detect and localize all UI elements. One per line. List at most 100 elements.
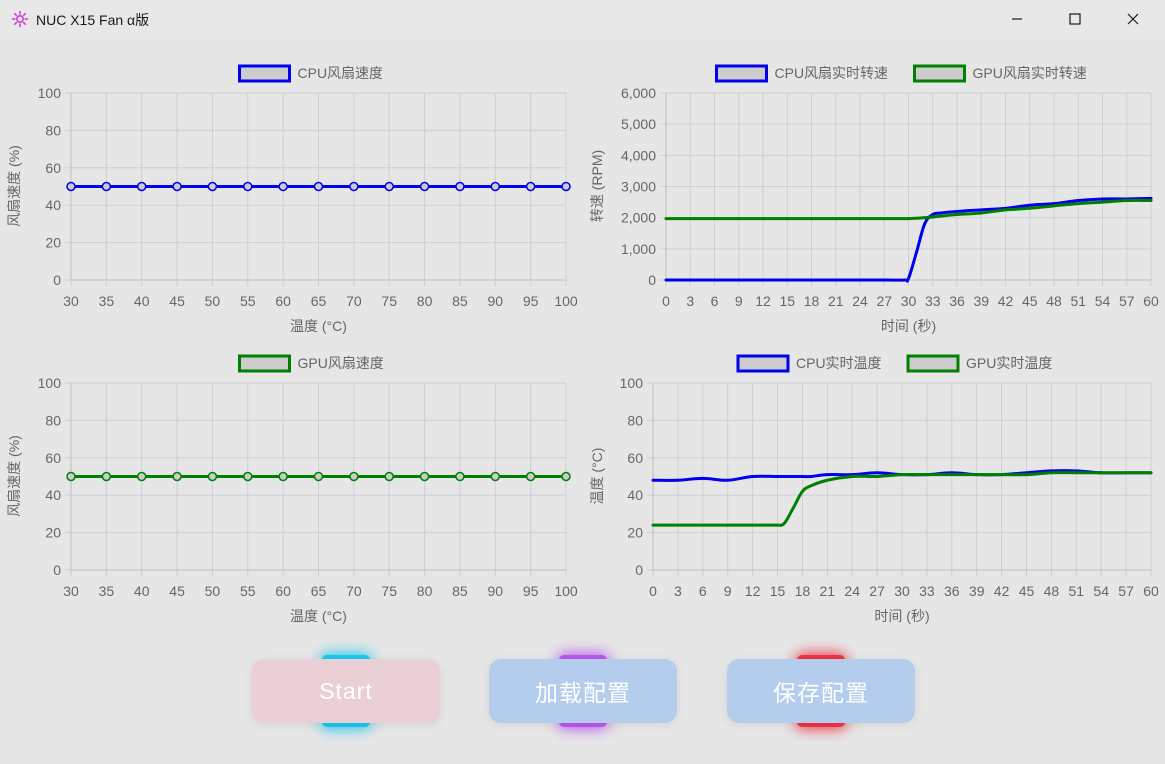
legend-label: CPU风扇实时转速 bbox=[775, 65, 889, 81]
x-tick-label: 36 bbox=[944, 583, 960, 599]
data-point bbox=[136, 471, 147, 482]
data-point bbox=[136, 181, 147, 192]
legend-label: GPU实时温度 bbox=[966, 355, 1052, 371]
y-tick-label: 40 bbox=[45, 487, 61, 503]
x-tick-label: 90 bbox=[487, 583, 503, 599]
y-tick-label: 60 bbox=[45, 160, 61, 176]
data-point bbox=[278, 471, 288, 482]
legend-swatch bbox=[906, 354, 960, 373]
x-tick-label: 33 bbox=[919, 583, 935, 599]
x-tick-label: 35 bbox=[99, 583, 115, 599]
legend-label: GPU风扇速度 bbox=[298, 355, 384, 371]
y-tick-label: 100 bbox=[38, 375, 62, 391]
x-tick-label: 9 bbox=[724, 583, 732, 599]
y-tick-label: 60 bbox=[45, 450, 61, 466]
x-tick-label: 65 bbox=[311, 293, 327, 309]
minimize-icon bbox=[1012, 18, 1022, 20]
series-line bbox=[664, 198, 1153, 221]
x-tick-label: 6 bbox=[711, 293, 719, 309]
series-line bbox=[664, 196, 1153, 283]
x-axis-title: 时间 (秒) bbox=[874, 608, 929, 624]
legend-swatch bbox=[238, 354, 291, 373]
x-tick-label: 75 bbox=[381, 583, 397, 599]
x-tick-label: 51 bbox=[1070, 293, 1086, 309]
data-point bbox=[490, 471, 501, 482]
x-tick-label: 27 bbox=[869, 583, 885, 599]
x-tick-label: 95 bbox=[523, 583, 539, 599]
data-point bbox=[525, 471, 536, 482]
save-config-button-group: 保存配置 bbox=[727, 653, 915, 729]
data-point bbox=[313, 181, 324, 192]
maximize-button[interactable] bbox=[1046, 0, 1104, 38]
data-point bbox=[313, 471, 324, 482]
x-tick-label: 60 bbox=[1143, 293, 1159, 309]
x-tick-label: 39 bbox=[969, 583, 985, 599]
data-point bbox=[561, 471, 571, 482]
y-tick-label: 1,000 bbox=[621, 241, 656, 257]
y-axis-title: 风扇速度 (%) bbox=[6, 435, 22, 517]
y-tick-label: 6,000 bbox=[621, 85, 656, 101]
legend-label: GPU风扇实时转速 bbox=[973, 65, 1087, 81]
load-config-button[interactable]: 加载配置 bbox=[489, 659, 677, 723]
minimize-button[interactable] bbox=[988, 0, 1046, 38]
legend-swatch bbox=[736, 354, 790, 373]
x-tick-label: 50 bbox=[205, 583, 221, 599]
x-tick-label: 27 bbox=[876, 293, 892, 309]
x-tick-label: 3 bbox=[686, 293, 694, 309]
x-tick-label: 36 bbox=[949, 293, 965, 309]
x-tick-label: 48 bbox=[1044, 583, 1060, 599]
x-tick-label: 85 bbox=[452, 293, 468, 309]
data-point bbox=[561, 181, 571, 192]
x-tick-label: 3 bbox=[674, 583, 682, 599]
x-tick-label: 21 bbox=[820, 583, 836, 599]
x-tick-label: 70 bbox=[346, 293, 362, 309]
x-tick-label: 33 bbox=[925, 293, 941, 309]
x-tick-label: 57 bbox=[1119, 293, 1135, 309]
x-tick-label: 60 bbox=[275, 583, 291, 599]
y-tick-label: 20 bbox=[627, 525, 643, 541]
x-tick-label: 6 bbox=[699, 583, 707, 599]
data-point bbox=[455, 181, 465, 192]
x-tick-label: 48 bbox=[1046, 293, 1062, 309]
y-tick-label: 0 bbox=[648, 272, 656, 288]
y-tick-label: 100 bbox=[38, 85, 62, 101]
x-axis-title: 温度 (°C) bbox=[290, 608, 347, 624]
x-axis-title: 时间 (秒) bbox=[881, 318, 936, 334]
x-tick-label: 45 bbox=[169, 293, 185, 309]
x-tick-label: 42 bbox=[998, 293, 1014, 309]
series-line bbox=[651, 471, 1153, 527]
x-tick-label: 80 bbox=[417, 293, 433, 309]
maximize-icon bbox=[1069, 13, 1081, 25]
x-tick-label: 65 bbox=[311, 583, 327, 599]
data-point bbox=[384, 181, 394, 192]
data-point bbox=[101, 471, 112, 482]
x-tick-label: 12 bbox=[755, 293, 771, 309]
y-axis-title: 转速 (RPM) bbox=[589, 150, 605, 222]
start-button[interactable]: Start bbox=[252, 659, 440, 723]
y-tick-label: 20 bbox=[45, 525, 61, 541]
x-tick-label: 30 bbox=[63, 583, 79, 599]
sparkle-icon bbox=[11, 10, 29, 28]
data-point bbox=[101, 181, 112, 192]
y-tick-label: 5,000 bbox=[621, 116, 656, 132]
x-tick-label: 0 bbox=[662, 293, 670, 309]
x-tick-label: 30 bbox=[901, 293, 917, 309]
x-tick-label: 30 bbox=[63, 293, 79, 309]
x-tick-label: 95 bbox=[523, 293, 539, 309]
x-tick-label: 100 bbox=[554, 583, 578, 599]
close-button[interactable] bbox=[1104, 0, 1162, 38]
x-tick-label: 80 bbox=[417, 583, 433, 599]
save-config-button[interactable]: 保存配置 bbox=[727, 659, 915, 723]
x-tick-label: 100 bbox=[554, 293, 578, 309]
data-point bbox=[66, 181, 76, 192]
y-tick-label: 80 bbox=[45, 122, 61, 138]
title-bar[interactable]: NUC X15 Fan α版 bbox=[0, 0, 1165, 38]
close-icon bbox=[1127, 13, 1139, 25]
x-axis-title: 温度 (°C) bbox=[290, 318, 347, 334]
data-point bbox=[243, 471, 253, 482]
x-tick-label: 51 bbox=[1069, 583, 1085, 599]
x-tick-label: 57 bbox=[1118, 583, 1134, 599]
x-tick-label: 50 bbox=[205, 293, 221, 309]
x-tick-label: 9 bbox=[735, 293, 743, 309]
chart-3: 0 20 40 60 80 100 30 35 40 45 50 55 60 65 70 75 80 85 90 95… bbox=[6, 354, 578, 624]
